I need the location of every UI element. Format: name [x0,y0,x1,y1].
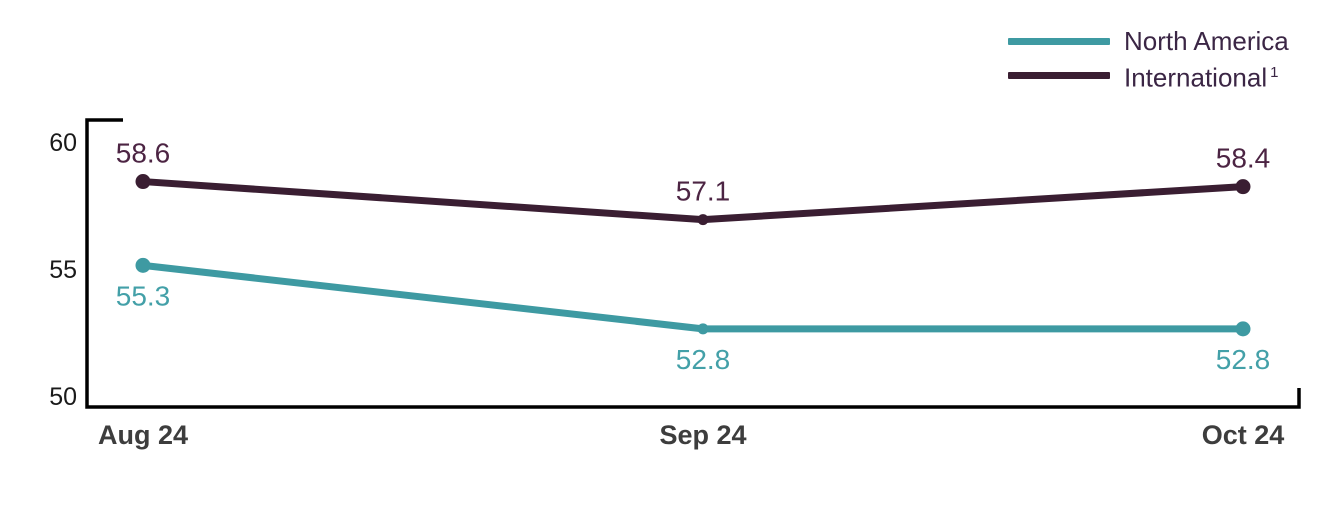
x-axis-tick-label: Aug 24 [98,420,188,450]
data-point-marker-north-america[interactable] [1235,321,1251,337]
x-axis-tick-label: Sep 24 [659,420,746,450]
data-point-marker-north-america[interactable] [697,323,709,335]
y-axis-tick-label: 55 [49,256,77,284]
y-axis-tick-label: 60 [49,129,77,157]
data-point-label-international: 58.6 [116,138,171,169]
data-point-marker-international[interactable] [697,214,709,226]
legend-label-text: North America [1124,26,1289,56]
x-axis-tick-label: Oct 24 [1202,420,1285,450]
data-point-marker-north-america[interactable] [135,257,151,273]
legend-label-international: International 1 [1124,58,1279,93]
axis-frame [85,118,1301,409]
legend-label-north-america: North America [1124,26,1289,56]
footnote-marker: 1 [1270,63,1279,81]
legend-item-international[interactable]: International 1 [1008,58,1289,93]
legend-swatch-north-america [1008,37,1110,45]
data-point-label-international: 58.4 [1216,143,1271,174]
data-point-marker-international[interactable] [1235,179,1251,195]
data-point-label-international: 57.1 [676,176,731,207]
data-point-marker-international[interactable] [135,174,151,190]
legend: North America International 1 [1008,26,1289,93]
legend-swatch-international [1008,71,1110,79]
data-point-label-north-america: 55.3 [116,280,171,311]
legend-item-north-america[interactable]: North America [1008,26,1289,56]
data-point-label-north-america: 52.8 [1216,344,1271,375]
data-point-label-north-america: 52.8 [676,344,731,375]
y-axis-tick-label: 50 [49,383,77,411]
legend-label-text: International [1124,62,1268,93]
series-line-north-america [139,261,1247,333]
